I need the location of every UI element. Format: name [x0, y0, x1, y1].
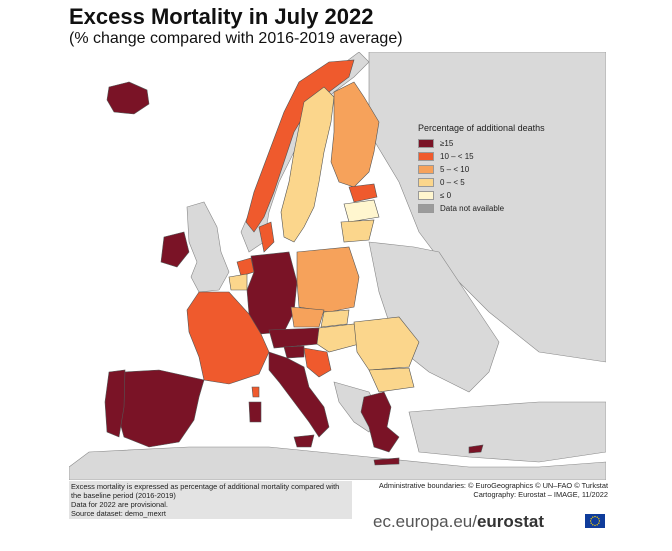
legend-title: Percentage of additional deaths	[418, 123, 545, 133]
region-austria	[268, 327, 320, 349]
region-germany	[246, 251, 298, 335]
legend-label: ≥15	[440, 138, 454, 148]
region-ireland	[160, 231, 190, 268]
map-title: Excess Mortality in July 2022	[69, 4, 374, 29]
region-slovenia	[283, 345, 305, 359]
region-cyprus	[468, 444, 484, 454]
region-latvia	[343, 199, 380, 223]
legend-label: 0 – < 5	[440, 177, 465, 187]
legend-item: ≤ 0	[418, 189, 588, 201]
region-romania	[353, 316, 420, 371]
eu-flag-icon	[585, 514, 605, 528]
land-uk	[186, 201, 230, 293]
legend-item: 5 – < 10	[418, 163, 588, 175]
legend-item: ≥15	[418, 137, 588, 149]
region-crete	[373, 457, 400, 466]
legend-swatch	[418, 164, 434, 174]
region-lithuania	[340, 219, 375, 243]
legend-item: 10 – < 15	[418, 150, 588, 162]
region-estonia	[348, 183, 378, 203]
land-africa	[69, 446, 606, 480]
site-brand: eurostat	[476, 512, 545, 531]
legend-swatch	[418, 177, 434, 187]
legend-label: 10 – < 15	[440, 151, 474, 161]
region-slovakia	[320, 309, 350, 328]
credit-line: Administrative boundaries: © EuroGeograp…	[378, 481, 608, 490]
land-turkey	[408, 401, 606, 463]
region-bulgaria	[368, 367, 415, 393]
region-sicily	[293, 434, 315, 448]
region-croatia	[303, 347, 332, 378]
region-belgium	[228, 273, 248, 291]
credits: Administrative boundaries: © EuroGeograp…	[356, 481, 608, 499]
credit-line: Cartography: Eurostat – IMAGE, 11/2022	[473, 490, 608, 499]
region-poland	[296, 246, 360, 313]
region-netherlands	[236, 257, 255, 277]
note-line: Data for 2022 are provisional.	[71, 500, 168, 509]
region-italy	[268, 351, 330, 438]
region-portugal	[104, 369, 126, 438]
legend-item: 0 – < 5	[418, 176, 588, 188]
region-finland	[330, 81, 380, 188]
legend-swatch	[418, 203, 434, 213]
region-corsica	[251, 386, 260, 398]
region-sardinia	[248, 401, 262, 423]
region-hungary	[316, 323, 360, 353]
region-france	[186, 291, 270, 385]
region-greece	[360, 391, 400, 453]
notes-box: Excess mortality is expressed as percent…	[69, 481, 352, 519]
map-subtitle: (% change compared with 2016-2019 averag…	[69, 30, 403, 47]
site-prefix: ec.europa.eu/	[373, 512, 477, 531]
region-spain	[116, 369, 205, 448]
land-north-russia	[368, 52, 606, 363]
legend-swatch	[418, 138, 434, 148]
region-sweden	[280, 86, 335, 243]
legend-swatch	[418, 151, 434, 161]
website-link[interactable]: ec.europa.eu/eurostat	[373, 512, 544, 532]
europe-map	[69, 52, 606, 480]
region-czechia	[290, 306, 325, 328]
legend-label: Data not available	[440, 203, 505, 213]
legend-label: 5 – < 10	[440, 164, 470, 174]
legend-label: ≤ 0	[440, 190, 452, 200]
region-denmark	[258, 221, 275, 253]
note-line: Excess mortality is expressed as percent…	[71, 482, 340, 500]
region-iceland	[106, 81, 150, 115]
region-norway-north	[245, 59, 355, 233]
legend: Percentage of additional deaths ≥15 10 –…	[418, 123, 588, 215]
legend-item: Data not available	[418, 202, 588, 214]
note-line: Source dataset: demo_mexrt	[71, 509, 166, 518]
legend-swatch	[418, 190, 434, 200]
